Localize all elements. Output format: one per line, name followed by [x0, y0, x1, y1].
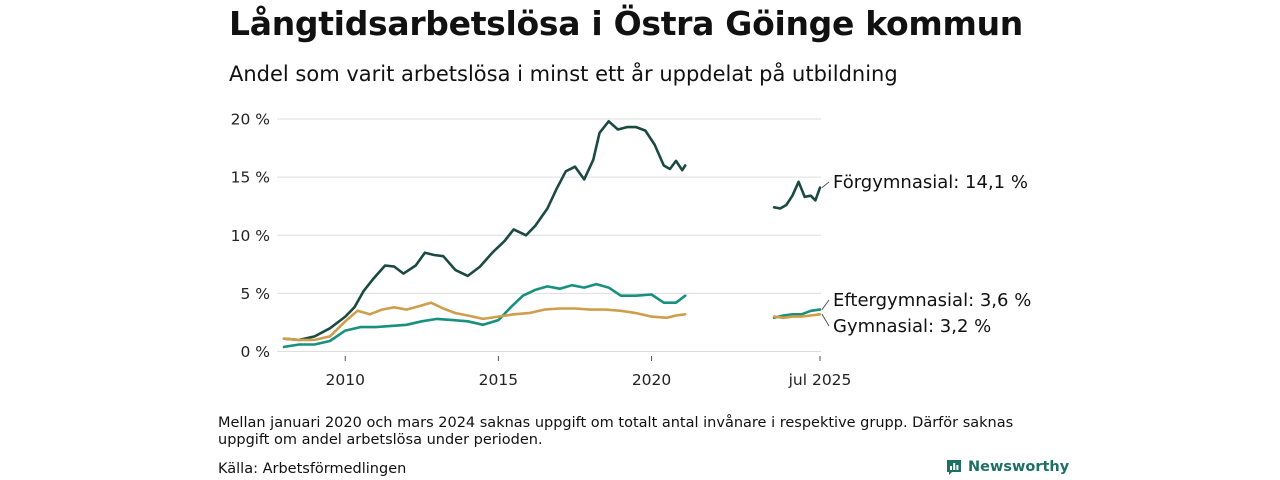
chart-subtitle: Andel som varit arbetslösa i minst ett å… [229, 62, 898, 86]
series-line-eftergymnasial [282, 282, 687, 349]
series-line-eftergymnasial [772, 308, 822, 320]
grid-layer: 0 % 5 % 10 % 15 % 20 % [231, 111, 821, 361]
label-leader-line [821, 314, 830, 327]
series-line-gymnasial [772, 313, 822, 320]
x-axis: 2010 2015 2020 jul 2025 [326, 356, 852, 389]
chart-title: Långtidsarbetslösa i Östra Göinge kommun [229, 4, 1023, 43]
x-tick-label: 2015 [479, 371, 518, 389]
label-leader-line [821, 299, 830, 310]
y-tick-label: 0 % [240, 343, 270, 361]
series-line-förgymnasial [282, 120, 687, 342]
series-layer [282, 120, 822, 349]
source-text: Källa: Arbetsförmedlingen [218, 461, 407, 477]
x-tick-label: 2010 [326, 371, 365, 389]
footnote: Mellan januari 2020 och mars 2024 saknas… [218, 415, 1014, 448]
y-tick-label: 15 % [231, 169, 270, 187]
line-chart: 0 %5 %10 %15 %20 % 2010 2015 2020 jul 2025 … [231, 111, 1032, 390]
series-end-label: Gymnasial: 3,2 % [833, 316, 991, 337]
y-tick-label: 5 % [240, 285, 270, 303]
x-tick-label: 2020 [632, 371, 671, 389]
series-line-förgymnasial [772, 180, 822, 210]
x-tick-label: jul 2025 [788, 371, 852, 389]
newsworthy-logo-icon [947, 460, 961, 475]
brand-name: Newsworthy [968, 459, 1070, 475]
brand-logo[interactable]: Newsworthy [946, 459, 1069, 475]
label-layer: Förgymnasial: 14,1 % Eftergymnasial: 3,6 … [821, 172, 1031, 337]
series-line-gymnasial [282, 301, 687, 342]
label-leader-line [821, 181, 830, 188]
y-tick-label: 10 % [231, 227, 270, 245]
series-end-label: Eftergymnasial: 3,6 % [833, 290, 1031, 311]
series-end-label: Förgymnasial: 14,1 % [833, 172, 1028, 193]
y-tick-label: 20 % [231, 111, 270, 129]
